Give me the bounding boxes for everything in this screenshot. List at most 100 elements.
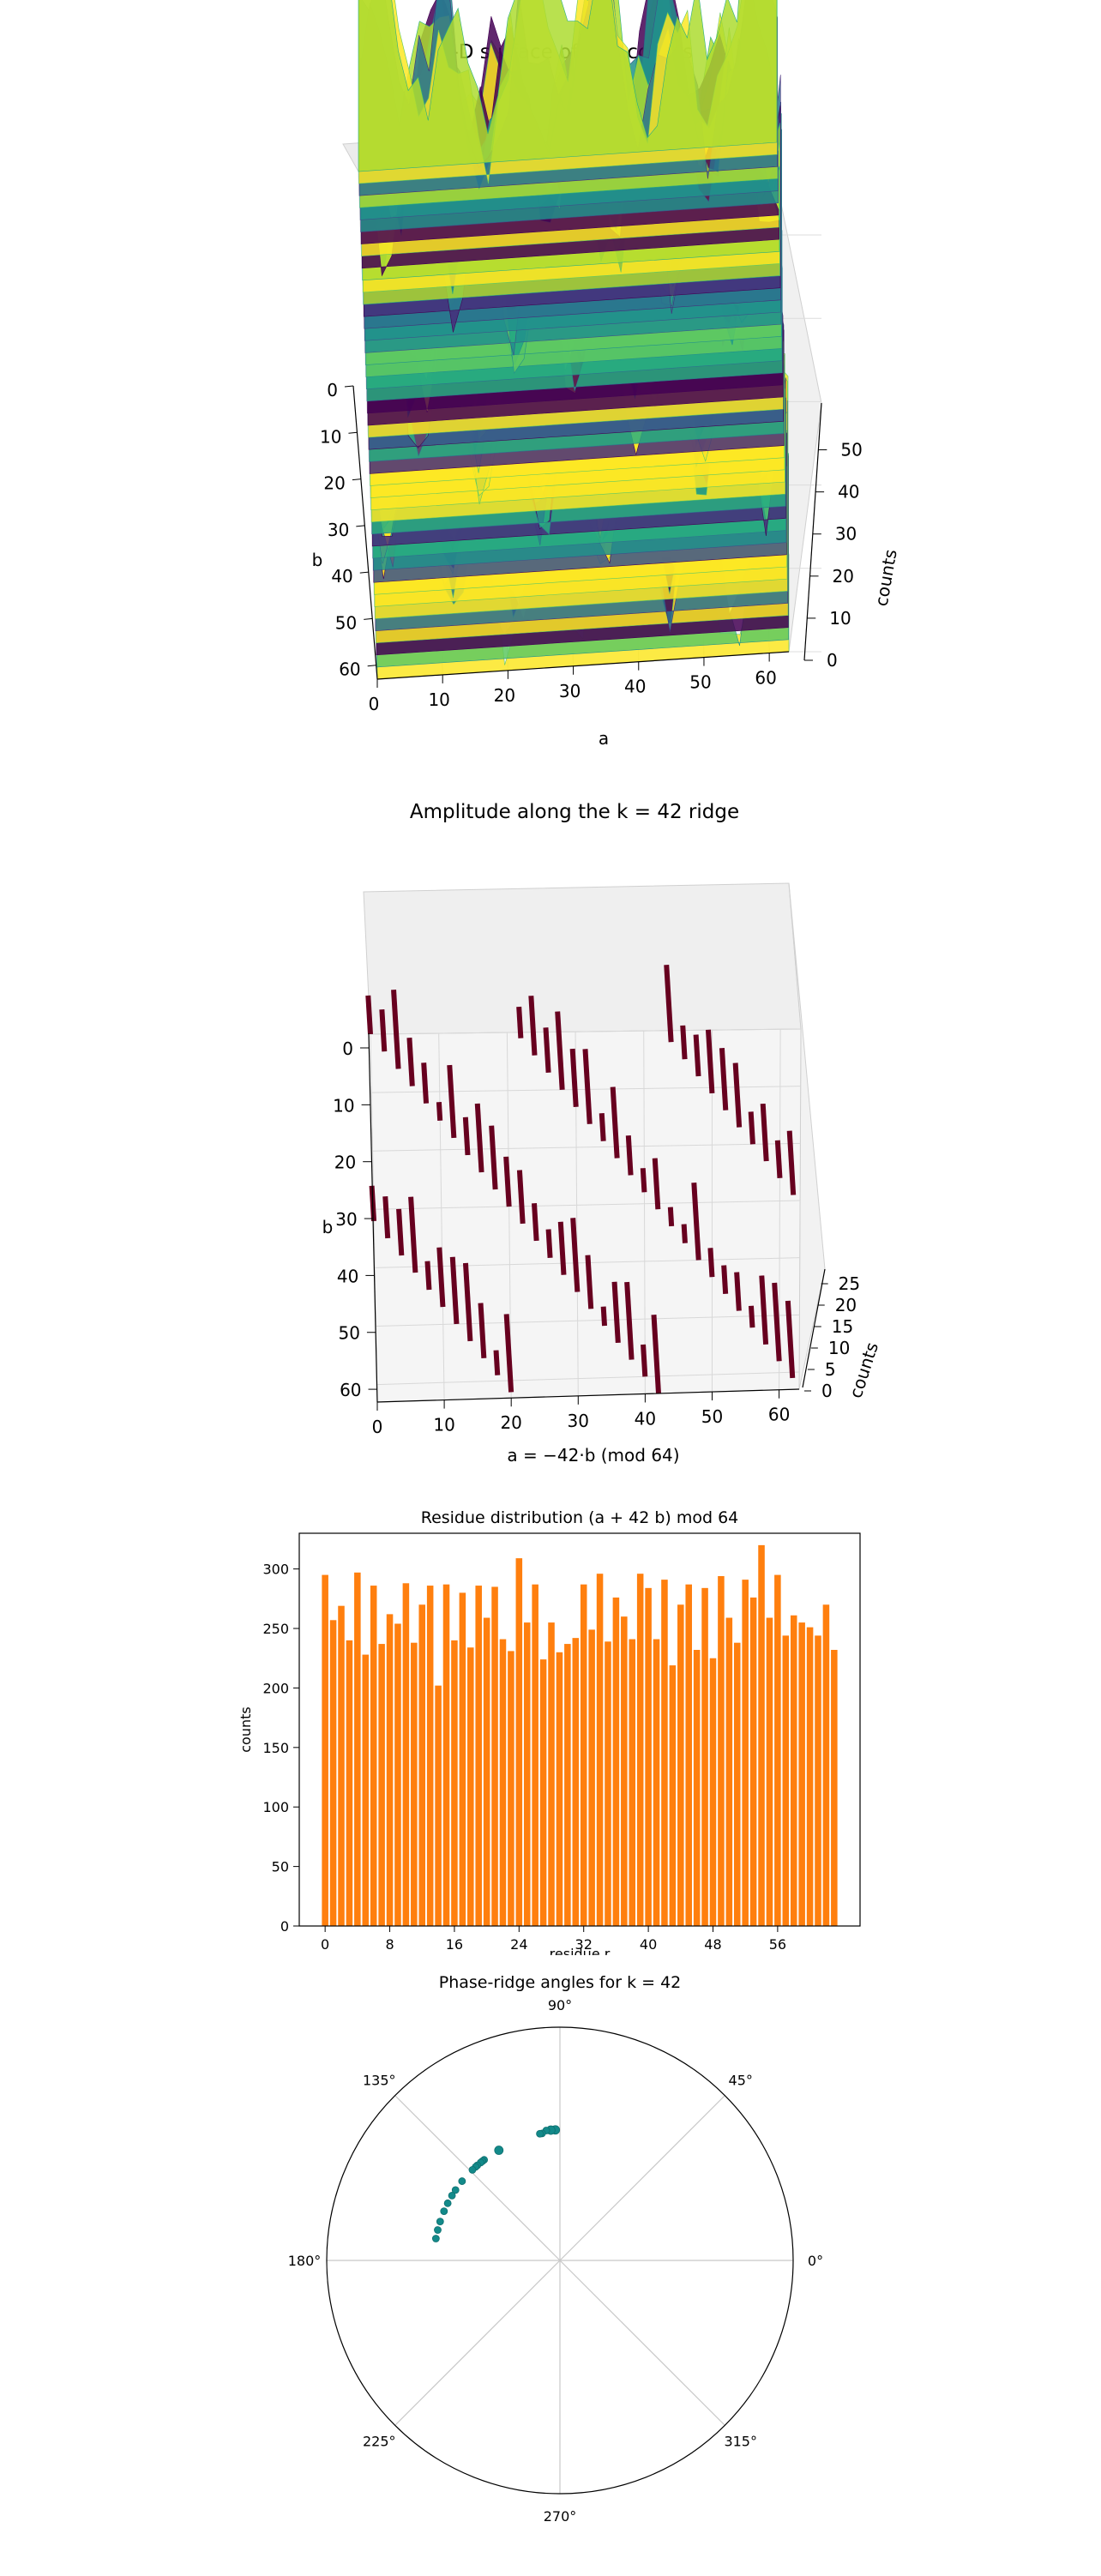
residue-bar [823,1604,830,1926]
polar-points [432,2126,559,2242]
residue-y-tick-label: 100 [262,1799,289,1815]
ridge-bar [506,1157,508,1207]
polar-angle-label: 90° [548,1997,572,2013]
polar-point [444,2200,451,2206]
ridge-bar [520,1171,523,1224]
residue-x-tick-label: 8 [385,1936,394,1953]
residue-y-tick-label: 300 [262,1562,289,1578]
polar-point [432,2235,439,2242]
residue-x-label: residue r [550,1946,611,1955]
ridge-b-tick-label: 10 [333,1095,354,1116]
ridge-bar [655,1159,659,1209]
residue-bar [346,1640,353,1926]
surface-z-tick-label: 10 [829,608,851,629]
residue-chart-title: Residue distribution (a + 42 b) mod 64 [421,1508,739,1527]
residue-bar [734,1643,741,1926]
polar-point [469,2166,476,2173]
residue-bar [540,1659,547,1926]
surface-b-tick-label: 10 [320,426,341,447]
residue-y-tick-label: 50 [272,1859,289,1875]
ridge-bar [724,1266,725,1294]
residue-bar [685,1585,692,1926]
ridge-bar [751,1111,753,1144]
polar-gridlines [327,2027,793,2494]
residue-bar [548,1622,555,1926]
ridge-a-tick-label: 50 [701,1406,723,1427]
surface-z-tick-label: 50 [840,440,862,460]
ridge-bar [427,1261,429,1290]
residue-y-tick-label: 250 [262,1621,289,1637]
surface-a-tick-label: 0 [369,694,380,714]
residue-bar [387,1614,394,1926]
residue-bar [605,1641,611,1926]
surface-b-tick [360,572,369,573]
residue-bar [330,1620,337,1926]
surface-a-tick-label: 60 [755,668,776,689]
ridge-z-label: counts [845,1339,882,1400]
residue-bar [774,1575,781,1926]
ridge-z-tick-label: 25 [839,1273,860,1294]
residue-bar [491,1586,498,1926]
residue-x-tick-label: 0 [321,1936,329,1953]
residue-bar [791,1616,797,1926]
surface-a-tick-label: 20 [494,685,515,706]
residue-bar [807,1628,814,1926]
residue-bar [783,1635,790,1926]
polar-angle-label: 315° [724,2434,757,2450]
polar-point [436,2218,443,2225]
ridge-bar [737,1273,739,1311]
residue-y-tick-label: 200 [262,1680,289,1696]
residue-y-tick-label: 150 [262,1740,289,1756]
ridge-z-tick-label: 15 [832,1316,853,1337]
polar-chart-title: Phase-ridge angles for k = 42 [439,1973,682,1992]
polar-point [537,2130,544,2137]
residue-bar [670,1665,677,1926]
residue-chart-panel: Residue distribution (a + 42 b) mod 64 0… [0,1475,1101,1955]
ridge-bar [545,1027,548,1072]
polar-chart: Phase-ridge angles for k = 42 0°45°90°13… [0,1955,1101,2573]
residue-bar [475,1586,482,1926]
polar-angle-label: 135° [363,2072,396,2088]
residue-bar [363,1655,370,1926]
residue-bars [322,1545,837,1926]
ridge-a-tick-label: 60 [768,1405,790,1425]
surface-b-tick [368,665,376,666]
residue-bar [500,1640,507,1926]
residue-bar [532,1585,538,1926]
ridge-bar [778,1141,780,1178]
residue-bar [370,1586,377,1926]
residue-bar [758,1545,765,1926]
residue-bar [742,1580,749,1926]
ridge-bar [643,1345,645,1376]
ridge-a-tick-label: 40 [635,1408,656,1429]
residue-bar [322,1575,328,1926]
surface-b-tick [356,526,364,527]
residue-bar [484,1618,490,1926]
residue-bar [451,1640,458,1926]
ridge-bar [534,1203,537,1241]
residue-y-label: counts [238,1706,254,1752]
surface-b-tick-label: 60 [339,659,360,680]
ridge-bar [368,996,370,1034]
surface-y-label: b [312,550,323,570]
ridge-b-tick-label: 0 [342,1038,353,1059]
residue-x-tick-label: 48 [704,1936,721,1953]
ridge-bar [385,1196,388,1238]
ridge-bar [382,1009,384,1051]
ridge-bar [643,1168,645,1192]
residue-bar [418,1604,425,1926]
surface-b-tick [348,432,357,433]
ridge-b-tick-label: 60 [340,1380,361,1400]
residue-bar [710,1658,717,1926]
residue-bar-chart: Residue distribution (a + 42 b) mod 64 0… [0,1475,1101,1955]
residue-bar [411,1643,418,1926]
ridge-bar [604,1307,605,1326]
ridge-bar [696,1035,699,1076]
residue-bar [394,1623,401,1926]
residue-bar [645,1588,652,1926]
residue-x-tick-label: 56 [769,1936,786,1953]
polar-angle-label: 180° [288,2253,322,2269]
residue-bar [613,1598,620,1926]
polar-spoke [395,2260,560,2425]
